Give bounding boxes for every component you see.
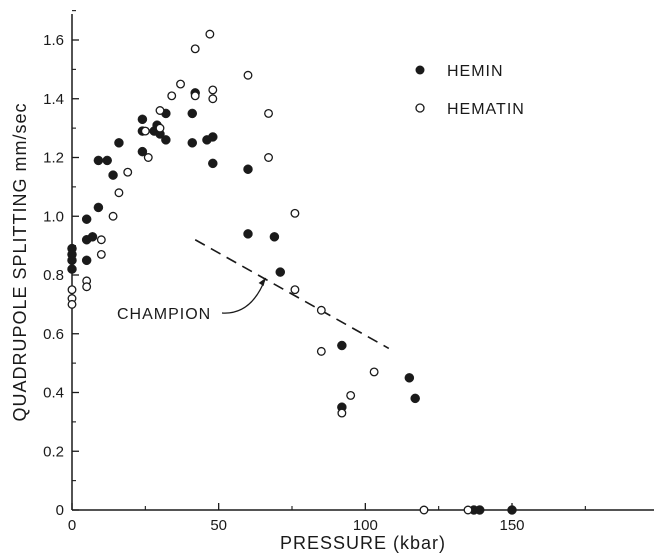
hematin-point xyxy=(208,85,218,95)
hemin-point xyxy=(410,393,420,404)
legend: HEMIN HEMATIN xyxy=(415,63,525,118)
legend-marker-hemin xyxy=(415,65,425,75)
hemin-point xyxy=(337,340,347,351)
hemin-point xyxy=(93,155,104,166)
hemin-point xyxy=(474,505,485,515)
hemin-point xyxy=(81,255,92,266)
hemin-point xyxy=(114,138,124,148)
hemin-point xyxy=(93,202,104,213)
plot-frame xyxy=(71,14,654,511)
hematin-point xyxy=(190,91,200,101)
hematin-point xyxy=(346,390,356,400)
hematin-point xyxy=(176,79,185,89)
y-tick-label: 0.6 xyxy=(43,326,64,343)
hemin-point xyxy=(208,132,218,142)
hemin-point xyxy=(161,135,171,145)
hemin-point xyxy=(243,164,253,174)
champion-arrowhead xyxy=(258,277,266,286)
champion-label: CHAMPION xyxy=(117,306,211,323)
hematin-point xyxy=(290,285,300,295)
hemin-point xyxy=(137,114,148,125)
annotations: CHAMPION xyxy=(117,239,390,350)
hemin-point xyxy=(507,505,517,515)
legend-label-hemin: HEMIN xyxy=(447,63,504,80)
hematin-point xyxy=(108,211,118,221)
hematin-point xyxy=(463,505,473,515)
hematin-point xyxy=(114,188,124,198)
data-points xyxy=(67,29,517,515)
y-tick-label: 1.2 xyxy=(43,150,64,167)
hematin-point xyxy=(316,305,326,315)
hematin-point xyxy=(369,367,379,377)
x-axis-ticks: 0 50 100 150 xyxy=(68,503,586,534)
x-axis-title: PRESSURE (kbar) xyxy=(280,533,446,553)
hematin-point xyxy=(67,285,77,295)
legend-label-hematin: HEMATIN xyxy=(447,101,525,118)
y-tick-label: 1.4 xyxy=(43,91,64,108)
hemin-point xyxy=(108,170,118,180)
hematin-point xyxy=(290,208,300,218)
hematin-point xyxy=(167,91,177,101)
y-tick-label: 0 xyxy=(56,502,64,519)
legend-marker-hematin xyxy=(415,103,425,113)
x-tick-label: 0 xyxy=(68,517,76,534)
hematin-point xyxy=(155,123,165,133)
hemin-point xyxy=(243,229,253,239)
hematin-point xyxy=(205,29,215,39)
hemin-point xyxy=(81,214,92,224)
hematin-point xyxy=(337,408,347,418)
hematin-point xyxy=(316,346,326,356)
hemin-point xyxy=(187,138,198,148)
hemin-point xyxy=(102,155,112,166)
hematin-point xyxy=(243,70,253,80)
y-tick-label: 1.6 xyxy=(43,32,64,49)
y-tick-label: 0.8 xyxy=(43,267,64,284)
hematin-point xyxy=(96,235,106,245)
hematin-point xyxy=(208,94,218,104)
hematin-point xyxy=(123,167,133,177)
y-tick-label: 0.2 xyxy=(43,443,64,460)
y-axis-ticks: 0 0.2 0.4 0.6 0.8 1.0 1.2 1.4 1.6 xyxy=(43,10,79,519)
x-tick-label: 50 xyxy=(210,517,227,534)
hematin-point xyxy=(140,126,150,136)
hematin-point xyxy=(264,153,273,162)
hemin-point xyxy=(275,267,286,277)
champion-dashed-line xyxy=(194,239,390,350)
hematin-point xyxy=(82,282,92,292)
y-tick-label: 0.4 xyxy=(43,385,64,402)
y-tick-label: 1.0 xyxy=(43,208,64,225)
hematin-point xyxy=(419,505,429,515)
hemin-point xyxy=(67,255,77,266)
hematin-point xyxy=(190,44,200,54)
x-tick-label: 150 xyxy=(499,517,524,534)
hematin-point xyxy=(67,299,77,309)
hemin-point xyxy=(137,146,148,157)
hematin-point xyxy=(96,249,106,259)
hemin-point xyxy=(404,373,415,383)
x-tick-label: 100 xyxy=(353,517,378,534)
hemin-point xyxy=(187,108,198,119)
hematin-point xyxy=(155,106,165,115)
hematin-point xyxy=(264,108,273,118)
hematin-point xyxy=(143,153,153,162)
y-axis-title: QUADRUPOLE SPLITTING mm/sec xyxy=(10,102,30,421)
hemin-point xyxy=(67,264,77,274)
hemin-point xyxy=(269,232,280,242)
hemin-point xyxy=(208,158,218,169)
hemin-point xyxy=(87,232,98,242)
